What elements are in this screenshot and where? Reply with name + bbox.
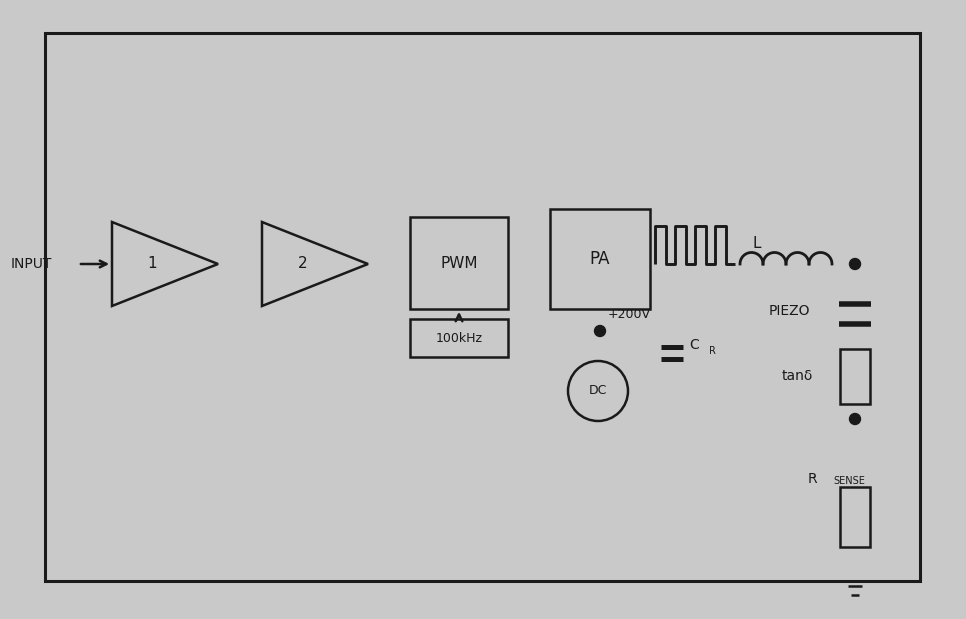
Circle shape: [849, 413, 861, 425]
Bar: [840, 487, 870, 547]
Text: INPUT: INPUT: [11, 257, 52, 271]
Text: DC: DC: [589, 384, 608, 397]
Bar: [45, 33, 920, 581]
Bar: [840, 349, 870, 404]
Text: L: L: [753, 236, 761, 251]
Text: 2: 2: [298, 256, 307, 272]
Text: 100kHz: 100kHz: [436, 332, 482, 345]
Text: R: R: [808, 472, 817, 486]
Polygon shape: [262, 222, 368, 306]
Text: tanδ: tanδ: [781, 370, 813, 384]
Text: PIEZO: PIEZO: [769, 304, 810, 318]
Text: +200V: +200V: [608, 308, 651, 321]
Text: PA: PA: [590, 250, 611, 268]
Bar: [550, 209, 650, 309]
Circle shape: [849, 259, 861, 269]
Text: PWM: PWM: [440, 256, 478, 271]
Text: SENSE: SENSE: [833, 476, 865, 486]
Circle shape: [568, 361, 628, 421]
Circle shape: [594, 326, 606, 337]
Text: R: R: [709, 347, 716, 357]
Polygon shape: [112, 222, 218, 306]
Bar: [410, 217, 508, 309]
Text: 1: 1: [148, 256, 157, 272]
Bar: [410, 319, 508, 357]
Text: C: C: [689, 339, 698, 352]
